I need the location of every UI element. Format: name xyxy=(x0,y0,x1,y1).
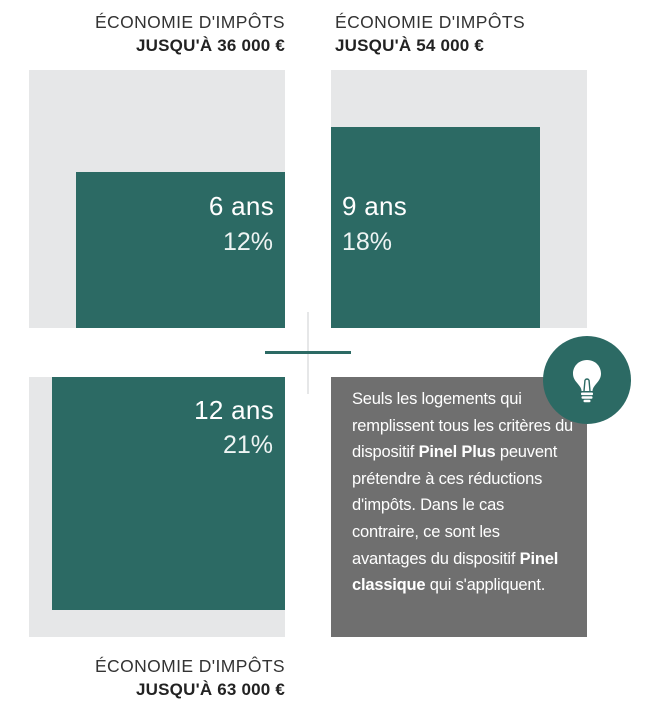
caption-twelve-years: ÉCONOMIE D'IMPÔTS JUSQU'À 63 000 € xyxy=(60,654,285,702)
panel-twelve-years: 12 ans 21% xyxy=(52,377,285,610)
divider-horizontal xyxy=(265,351,351,354)
caption-label: ÉCONOMIE D'IMPÔTS xyxy=(94,656,285,676)
panel-rate: 18% xyxy=(342,228,393,256)
panel-duration: 9 ans xyxy=(342,191,408,221)
info-bold-pinel-plus: Pinel Plus xyxy=(418,443,496,462)
panel-duration: 12 ans xyxy=(194,395,274,425)
lightbulb-badge xyxy=(543,336,631,424)
info-text-part: qui s'appliquent. xyxy=(425,576,546,595)
panel-six-years: 6 ans 12% xyxy=(76,172,285,328)
info-box xyxy=(331,377,587,637)
info-text-part: peuvent prétendre à ces réductions d'imp… xyxy=(352,443,558,568)
panel-duration: 6 ans xyxy=(208,191,274,221)
info-bold-pinel-classique: Pinel classique xyxy=(352,549,559,595)
panel-nine-years: 9 ans 18% xyxy=(331,127,540,328)
caption-amount: JUSQU'À 63 000 € xyxy=(136,680,285,699)
panel-rate: 12% xyxy=(222,228,273,256)
caption-label: ÉCONOMIE D'IMPÔTS xyxy=(94,12,285,32)
info-text: Seuls les logements qui remplissent tous… xyxy=(352,386,574,599)
caption-amount: JUSQU'À 36 000 € xyxy=(136,36,285,55)
caption-label: ÉCONOMIE D'IMPÔTS xyxy=(335,12,526,32)
panel-rate: 21% xyxy=(222,431,273,459)
caption-six-years: ÉCONOMIE D'IMPÔTS JUSQU'À 36 000 € xyxy=(60,10,285,58)
caption-amount: JUSQU'À 54 000 € xyxy=(335,36,484,55)
caption-nine-years: ÉCONOMIE D'IMPÔTS JUSQU'À 54 000 € xyxy=(335,10,595,58)
lightbulb-icon xyxy=(573,360,601,403)
info-text-part: Seuls les logements qui remplissent tous… xyxy=(352,390,574,462)
